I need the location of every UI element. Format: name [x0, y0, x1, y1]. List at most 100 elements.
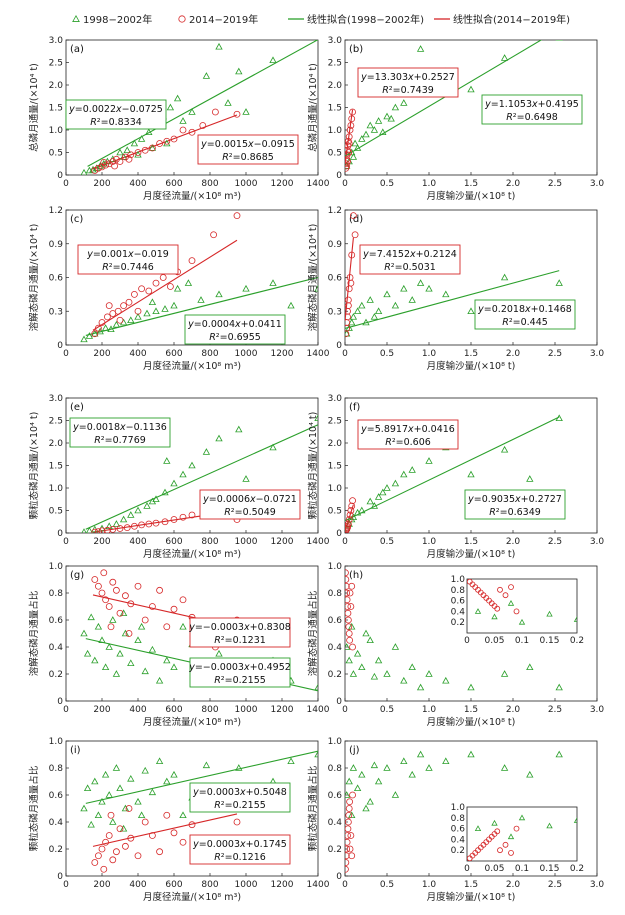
data-point: [91, 329, 99, 337]
data-point: [348, 622, 356, 630]
data-point: [347, 507, 355, 514]
inset-data-point: [508, 584, 514, 590]
x-tick-label: 0: [342, 537, 348, 547]
inset-data-point: [546, 610, 553, 617]
data-point: [152, 279, 160, 287]
data-point: [100, 159, 108, 167]
data-point: [170, 135, 178, 143]
x-tick-label: 1.5: [464, 537, 478, 547]
data-point: [345, 162, 351, 169]
x-tick-label: 600: [165, 705, 182, 715]
y-tick-label: 3.0: [49, 394, 64, 404]
data-point: [116, 784, 124, 792]
data-point: [148, 788, 157, 796]
y-tick-label: 0.5: [328, 507, 342, 517]
fit-equation: y=0.9035x+0.2727: [467, 494, 562, 505]
x-tick-label: 1.5: [464, 179, 478, 189]
x-axis-label: 月度输沙量/(×10⁸ t): [427, 716, 516, 728]
data-point: [122, 592, 129, 600]
data-point: [345, 582, 350, 590]
data-point: [137, 811, 146, 819]
data-point: [119, 515, 128, 523]
inset-x-tick-label: 0.2: [570, 636, 584, 646]
fit-r2: R²=0.6955: [209, 332, 261, 343]
data-point: [161, 305, 169, 312]
fit-r2: R²=0.7769: [94, 435, 146, 446]
data-point: [91, 777, 99, 785]
y-tick-label: 0: [57, 341, 63, 351]
data-point: [370, 126, 379, 133]
inset-x-tick-label: 0: [464, 636, 470, 646]
data-point: [116, 148, 124, 156]
data-point: [179, 811, 187, 819]
data-point: [134, 636, 142, 644]
y-tick-label: 1.2: [328, 206, 342, 216]
panel-j: 0 0.5 1.0 1.5 2.0 2.5 3.000.20.40.60.81.0月度输沙量…: [307, 737, 604, 903]
data-point: [345, 149, 353, 156]
data-point: [526, 475, 534, 482]
data-point: [345, 158, 351, 165]
y-tick-label: 0.2: [49, 670, 63, 680]
data-point: [467, 683, 475, 691]
data-point: [370, 313, 379, 320]
data-point: [467, 307, 475, 315]
fit-equation: y=5.8917x+0.0416: [360, 424, 455, 435]
y-axis-label: 总磷月通量/(×10⁴ t): [307, 63, 319, 152]
x-tick-label: 3.0: [590, 537, 605, 547]
data-point: [188, 128, 196, 136]
inset-y-tick-label: 0.8: [451, 814, 466, 824]
y-tick-label: 0.6: [49, 616, 64, 626]
data-point: [104, 526, 111, 533]
y-tick-label: 2.0: [49, 81, 64, 91]
data-point: [98, 319, 106, 326]
fit-line: [345, 416, 560, 522]
data-point: [383, 764, 391, 771]
data-point: [107, 325, 115, 333]
y-tick-label: 3.0: [328, 394, 343, 404]
data-point: [366, 797, 374, 805]
x-tick-label: 2.5: [548, 705, 562, 715]
fit-r2: R²=0.6349: [489, 507, 541, 518]
fit-equation-box: [357, 67, 459, 98]
data-point: [87, 613, 95, 621]
y-tick-label: 0: [336, 529, 342, 539]
data-point: [125, 630, 133, 637]
fit-line: [345, 270, 560, 330]
y-tick-label: 0: [336, 341, 342, 351]
data-point: [105, 603, 113, 610]
data-point: [345, 818, 352, 826]
x-tick-label: 1000: [235, 537, 258, 547]
fit-equation: y=0.0004x+0.0411: [187, 319, 282, 330]
fit-line: [92, 239, 238, 331]
data-point: [170, 516, 178, 523]
data-point: [346, 126, 354, 134]
x-tick-label: 3.0: [590, 880, 605, 890]
y-tick-label: 1.0: [328, 562, 343, 572]
data-point: [145, 520, 153, 528]
x-tick-label: 3.0: [590, 179, 605, 189]
y-tick-label: 2.5: [49, 59, 63, 69]
data-point: [95, 528, 102, 533]
data-point: [314, 414, 318, 422]
data-point: [166, 103, 175, 111]
data-point: [145, 128, 153, 136]
legend-label: 线性拟合(1998−2002年): [307, 13, 424, 26]
inset-data-point: [474, 825, 482, 831]
fit-equation: y=0.001x−0.019: [86, 249, 169, 260]
data-point: [202, 448, 211, 455]
data-point: [101, 324, 110, 331]
data-point: [467, 85, 475, 93]
data-point: [166, 283, 174, 290]
y-axis-label: 溶解态磷月通量/(×10⁴ t): [28, 224, 40, 332]
data-point: [425, 457, 433, 464]
data-point: [159, 274, 167, 281]
data-point: [98, 163, 106, 171]
data-point: [98, 527, 106, 533]
data-point: [345, 524, 351, 531]
data-point: [345, 859, 350, 866]
x-axis-label: 月度径流量/(×10⁸ m³): [143, 360, 241, 372]
legend-item: 1998−2002年: [72, 13, 152, 26]
y-tick-label: 0.5: [49, 149, 63, 159]
data-point: [141, 667, 149, 675]
marks: [80, 40, 318, 175]
